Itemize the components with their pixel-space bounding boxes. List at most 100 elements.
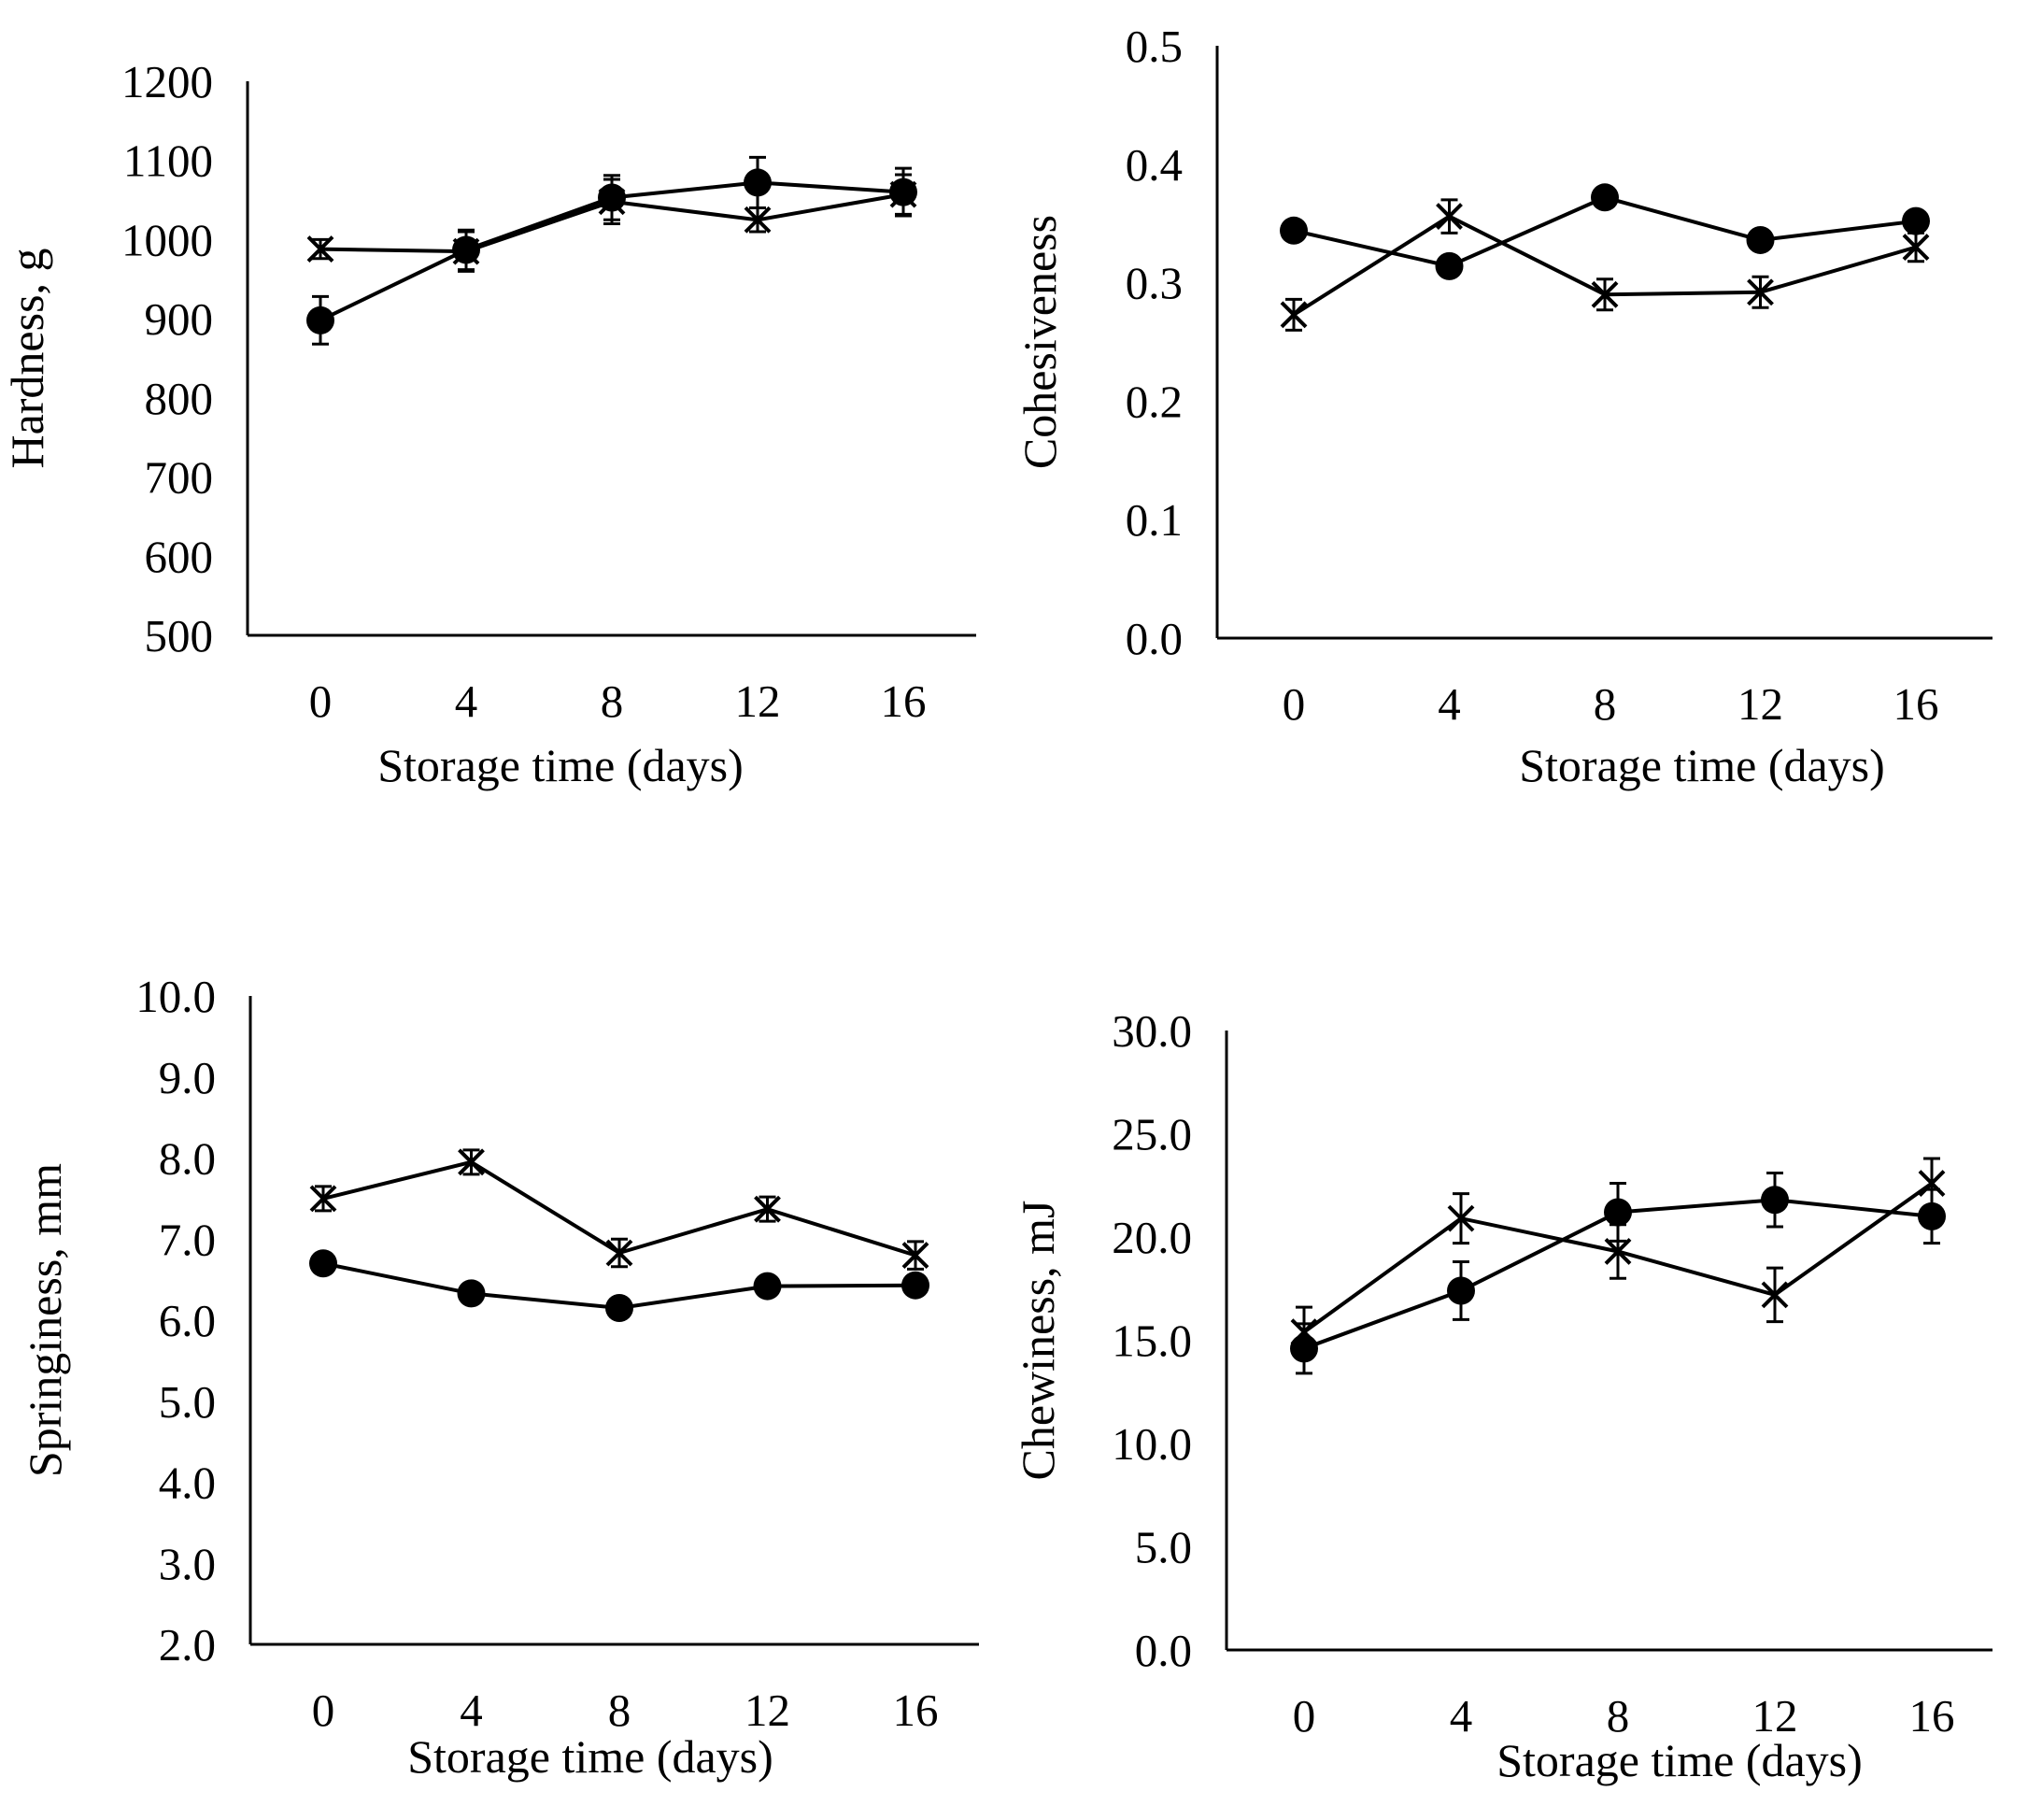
y-axis-title: Chewiness, mJ	[1012, 1201, 1064, 1481]
x-tick-label: 8	[601, 675, 624, 727]
x-tick-label: 4	[1438, 678, 1461, 730]
x-tick-label: 8	[608, 1685, 631, 1736]
y-tick-label: 0.2	[1126, 376, 1183, 427]
point-circle-marker	[1761, 1186, 1789, 1215]
y-tick-label: 2.0	[159, 1619, 216, 1671]
x-tick-label: 16	[881, 675, 927, 727]
point-cross-marker	[1761, 1281, 1789, 1309]
point-cross-marker	[754, 1195, 781, 1223]
point-cross-marker	[1902, 234, 1930, 261]
point-cross-marker	[889, 180, 917, 208]
series-cross	[1290, 1157, 1946, 1358]
y-tick-label: 3.0	[159, 1538, 216, 1589]
y-tick-label: 1100	[123, 135, 213, 187]
y-tick-label: 0.0	[1135, 1625, 1192, 1676]
y-tick-label: 0.4	[1126, 139, 1183, 191]
point-circle-marker	[1591, 183, 1619, 212]
y-tick-label: 0.5	[1126, 21, 1183, 72]
y-tick-label: 700	[145, 452, 214, 504]
y-tick-label: 10.0	[135, 971, 216, 1022]
y-axis-title: Springiness, mm	[19, 1163, 71, 1477]
point-cross-marker	[1447, 1204, 1475, 1232]
point-cross-marker	[598, 188, 626, 216]
point-circle-marker	[753, 1272, 782, 1301]
point-cross-marker	[901, 1242, 929, 1270]
y-tick-label: 4.0	[159, 1457, 216, 1509]
point-cross-marker	[1290, 1318, 1318, 1346]
series-cross	[309, 1148, 929, 1271]
y-tick-label: 900	[145, 293, 214, 345]
x-tick-label: 0	[309, 675, 333, 727]
point-circle-marker	[1280, 216, 1308, 245]
chart-hardness: 500 600 700 800 900 1000 1100 1200 0 4 8 12 16 Storag…	[1, 56, 976, 791]
point-circle-marker	[1746, 225, 1775, 254]
x-tick-label: 4	[1450, 1690, 1473, 1742]
y-tick-label: 0.3	[1126, 258, 1183, 309]
y-tick-label: 800	[145, 373, 214, 424]
y-tick-label: 8.0	[159, 1133, 216, 1185]
series-circle	[309, 1249, 929, 1322]
y-tick-label: 10.0	[1112, 1418, 1192, 1470]
point-cross-marker	[1591, 280, 1619, 308]
x-tick-label: 16	[1893, 678, 1939, 730]
x-tick-label: 12	[1737, 678, 1783, 730]
point-circle-marker	[744, 168, 772, 197]
point-cross-marker	[458, 1148, 485, 1176]
y-tick-label: 6.0	[159, 1295, 216, 1346]
x-axis-title: Storage time (days)	[1496, 1734, 1863, 1786]
x-tick-label: 16	[893, 1685, 939, 1736]
x-tick-label: 12	[735, 675, 781, 727]
point-cross-marker	[744, 206, 772, 234]
x-tick-label: 8	[1607, 1690, 1630, 1742]
point-cross-marker	[1747, 278, 1774, 306]
x-tick-label: 0	[1283, 678, 1306, 730]
series-cross	[306, 173, 917, 273]
y-tick-label: 1000	[121, 214, 213, 265]
series-circle	[1280, 183, 1930, 280]
point-cross-marker	[309, 1185, 337, 1213]
point-circle-marker	[1447, 1276, 1475, 1305]
y-axis-title: Cohesiveness	[1014, 215, 1066, 469]
x-axis-title: Storage time (days)	[377, 739, 744, 791]
y-tick-label: 600	[145, 531, 214, 582]
y-tick-label: 30.0	[1112, 1005, 1192, 1057]
point-cross-marker	[1280, 301, 1308, 329]
x-tick-label: 0	[312, 1685, 335, 1736]
y-tick-label: 7.0	[159, 1214, 216, 1265]
x-tick-label: 8	[1594, 678, 1617, 730]
x-tick-label: 16	[1909, 1690, 1955, 1742]
x-tick-label: 12	[745, 1685, 790, 1736]
x-tick-label: 4	[455, 675, 478, 727]
x-axis-title: Storage time (days)	[407, 1730, 773, 1783]
y-tick-label: 25.0	[1112, 1109, 1192, 1160]
point-circle-marker	[1902, 206, 1930, 235]
point-cross-marker	[452, 237, 480, 265]
y-tick-label: 1200	[121, 56, 213, 107]
chart-springiness: 2.0 3.0 4.0 5.0 6.0 7.0 8.0 9.0 10.0 0 4 8 12 16 Stora…	[19, 971, 979, 1783]
point-cross-marker	[1918, 1170, 1946, 1197]
point-circle-marker	[1604, 1198, 1632, 1227]
point-cross-marker	[1436, 203, 1463, 231]
y-axis-title: Hardness, g	[1, 248, 53, 468]
y-tick-label: 5.0	[1135, 1522, 1192, 1573]
y-tick-label: 5.0	[159, 1376, 216, 1428]
x-tick-label: 12	[1752, 1690, 1798, 1742]
y-tick-label: 0.1	[1126, 494, 1183, 546]
y-tick-label: 15.0	[1112, 1315, 1192, 1367]
point-circle-marker	[605, 1293, 633, 1322]
y-tick-label: 500	[145, 610, 214, 661]
point-circle-marker	[1435, 251, 1464, 280]
x-tick-label: 0	[1293, 1690, 1316, 1742]
point-circle-marker	[309, 1249, 337, 1278]
point-cross-marker	[1604, 1238, 1632, 1265]
series-cross	[1280, 198, 1930, 332]
point-circle-marker	[457, 1279, 486, 1308]
x-tick-label: 4	[460, 1685, 483, 1736]
x-axis-title: Storage time (days)	[1519, 739, 1885, 791]
y-tick-label: 20.0	[1112, 1212, 1192, 1263]
point-circle-marker	[306, 306, 334, 334]
point-cross-marker	[306, 235, 334, 263]
point-circle-marker	[901, 1271, 929, 1300]
